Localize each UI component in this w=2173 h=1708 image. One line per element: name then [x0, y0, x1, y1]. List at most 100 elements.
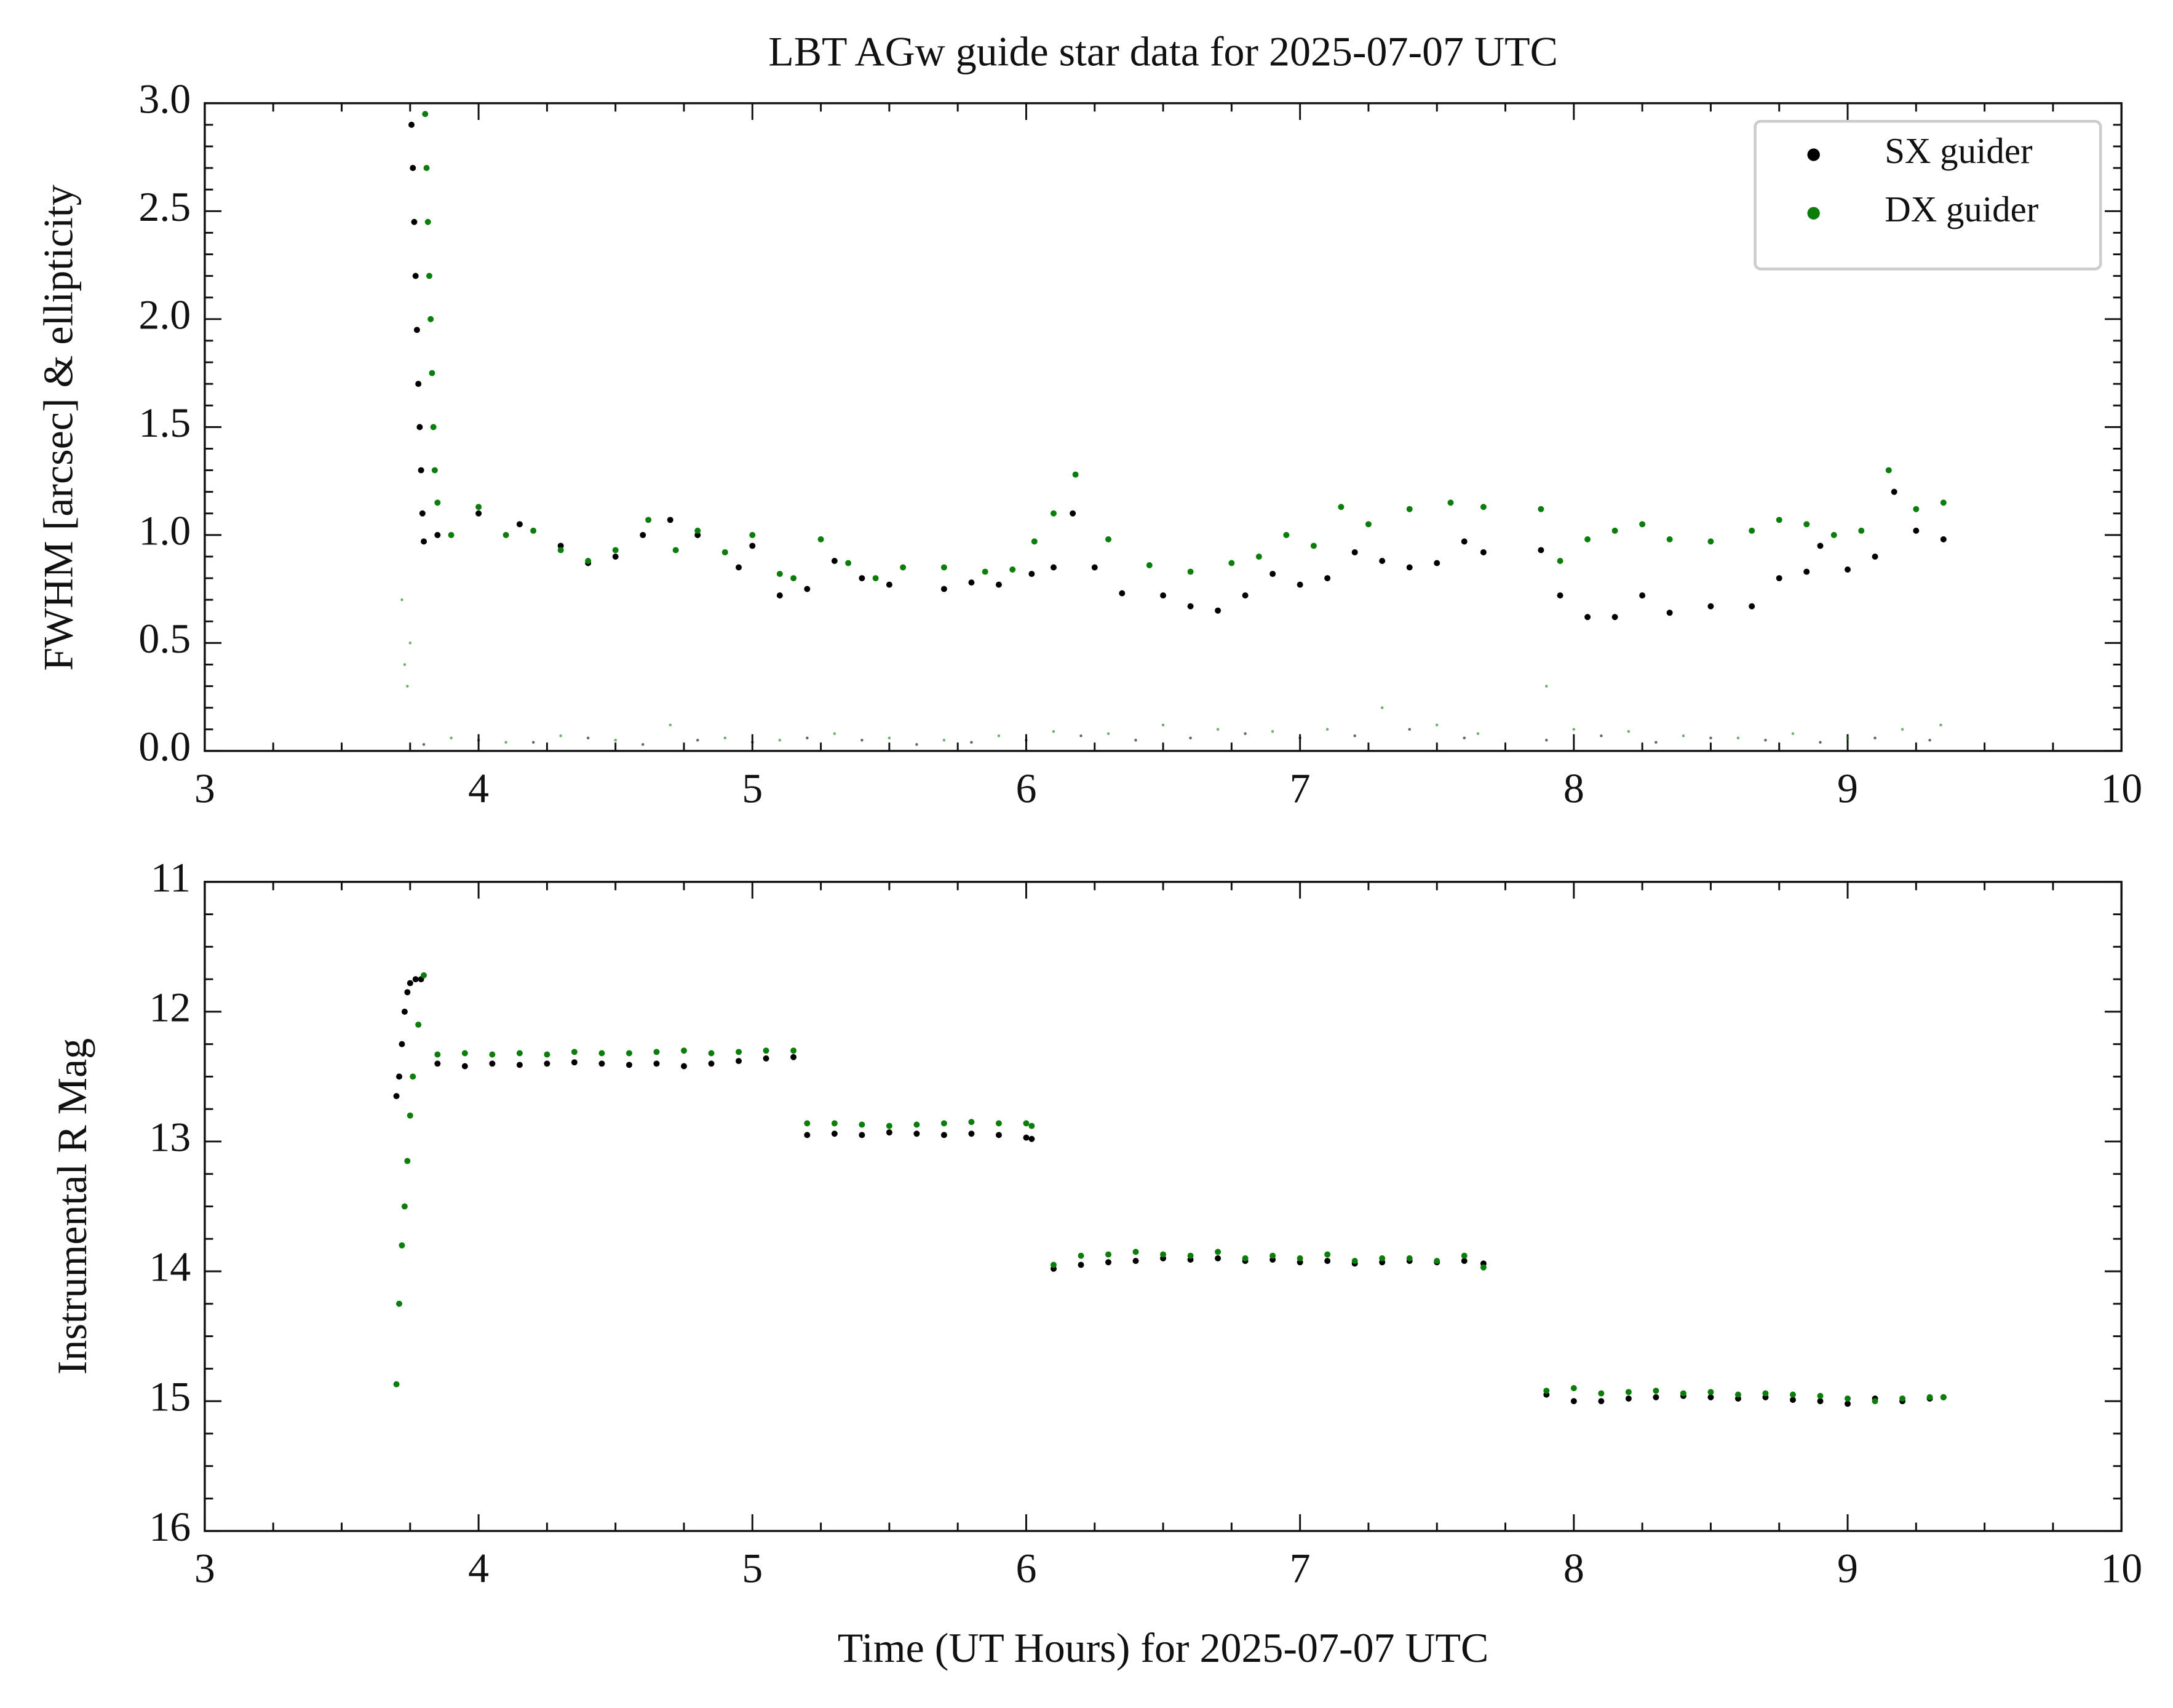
point: [1379, 558, 1386, 564]
point: [1447, 499, 1454, 506]
point: [1666, 536, 1673, 542]
point: [571, 1049, 578, 1055]
point: [413, 327, 420, 333]
point: [421, 538, 427, 545]
point: [1025, 739, 1028, 742]
point: [475, 510, 482, 517]
legend-label: SX guider: [1885, 131, 2033, 171]
point: [776, 592, 783, 599]
point: [411, 218, 418, 225]
y-tick-label: 13: [149, 1114, 191, 1161]
y-tick-label: 2.5: [138, 183, 191, 230]
point: [1434, 1258, 1440, 1265]
point: [1913, 506, 1920, 512]
point: [1627, 730, 1631, 733]
point: [1572, 728, 1576, 731]
point: [1023, 1120, 1030, 1127]
point: [1803, 521, 1810, 528]
point: [641, 743, 645, 746]
point: [736, 564, 742, 571]
point: [531, 741, 535, 744]
point: [598, 1060, 605, 1067]
point: [399, 1041, 405, 1047]
point: [817, 536, 824, 542]
point: [1891, 488, 1897, 495]
legend-box: [1754, 119, 2102, 271]
point: [1639, 521, 1646, 528]
point: [1215, 1255, 1222, 1261]
point: [672, 547, 679, 554]
point: [1845, 1400, 1851, 1407]
point: [1406, 506, 1413, 512]
point: [1351, 1258, 1358, 1265]
point: [1298, 736, 1301, 740]
point: [1817, 1392, 1824, 1399]
point: [1351, 549, 1358, 555]
point: [1776, 575, 1782, 582]
point: [1476, 732, 1480, 736]
point: [1244, 732, 1247, 736]
point: [696, 739, 699, 742]
point: [970, 741, 973, 744]
point: [1132, 1249, 1139, 1255]
point: [1901, 728, 1904, 731]
point: [681, 1047, 687, 1054]
legend-marker: [1807, 207, 1820, 220]
point: [1707, 1389, 1714, 1396]
point: [612, 547, 619, 554]
y-axis-label: Instrumental R Mag: [49, 1038, 95, 1375]
point: [1271, 730, 1274, 733]
series: [393, 972, 1947, 1405]
point: [1106, 732, 1110, 736]
point: [1119, 590, 1126, 597]
x-tick-label: 5: [742, 1545, 763, 1592]
point: [1872, 553, 1878, 560]
x-tick-label: 6: [1015, 1545, 1036, 1592]
point: [1611, 614, 1618, 621]
legend-label: DX guider: [1885, 189, 2039, 229]
point: [778, 739, 782, 742]
point: [1928, 739, 1931, 742]
point: [407, 1112, 413, 1119]
point: [942, 739, 946, 742]
x-tick-label: 6: [1015, 765, 1036, 811]
point: [749, 542, 756, 549]
point: [427, 316, 434, 322]
point: [1749, 603, 1755, 610]
point: [888, 736, 891, 740]
point: [424, 218, 431, 225]
point: [1072, 471, 1079, 478]
point: [626, 1062, 632, 1068]
point: [1353, 734, 1356, 737]
point: [1570, 1398, 1577, 1405]
point: [1146, 562, 1153, 569]
point: [1283, 531, 1290, 538]
point: [1324, 1251, 1331, 1258]
y-tick-label: 0.5: [138, 615, 191, 662]
point: [598, 1050, 605, 1057]
point: [833, 732, 836, 736]
point: [1365, 521, 1372, 528]
y-axis-label: FWHM [arcsec] & ellipticity: [35, 185, 82, 671]
point: [1764, 739, 1767, 742]
point: [1216, 728, 1220, 731]
point: [640, 531, 646, 538]
x-tick-label: 3: [194, 765, 215, 811]
point: [968, 579, 975, 586]
point: [1242, 592, 1249, 599]
point: [1051, 564, 1057, 571]
point: [489, 1060, 496, 1067]
point: [585, 558, 592, 564]
point: [489, 1051, 496, 1058]
point: [1078, 1261, 1084, 1268]
point: [410, 165, 416, 172]
point: [751, 741, 754, 744]
point: [475, 504, 482, 510]
point: [544, 1051, 550, 1058]
x-tick-label: 8: [1563, 1545, 1584, 1592]
y-tick-label: 0.0: [138, 723, 191, 770]
point: [831, 1130, 838, 1137]
point: [516, 521, 523, 528]
